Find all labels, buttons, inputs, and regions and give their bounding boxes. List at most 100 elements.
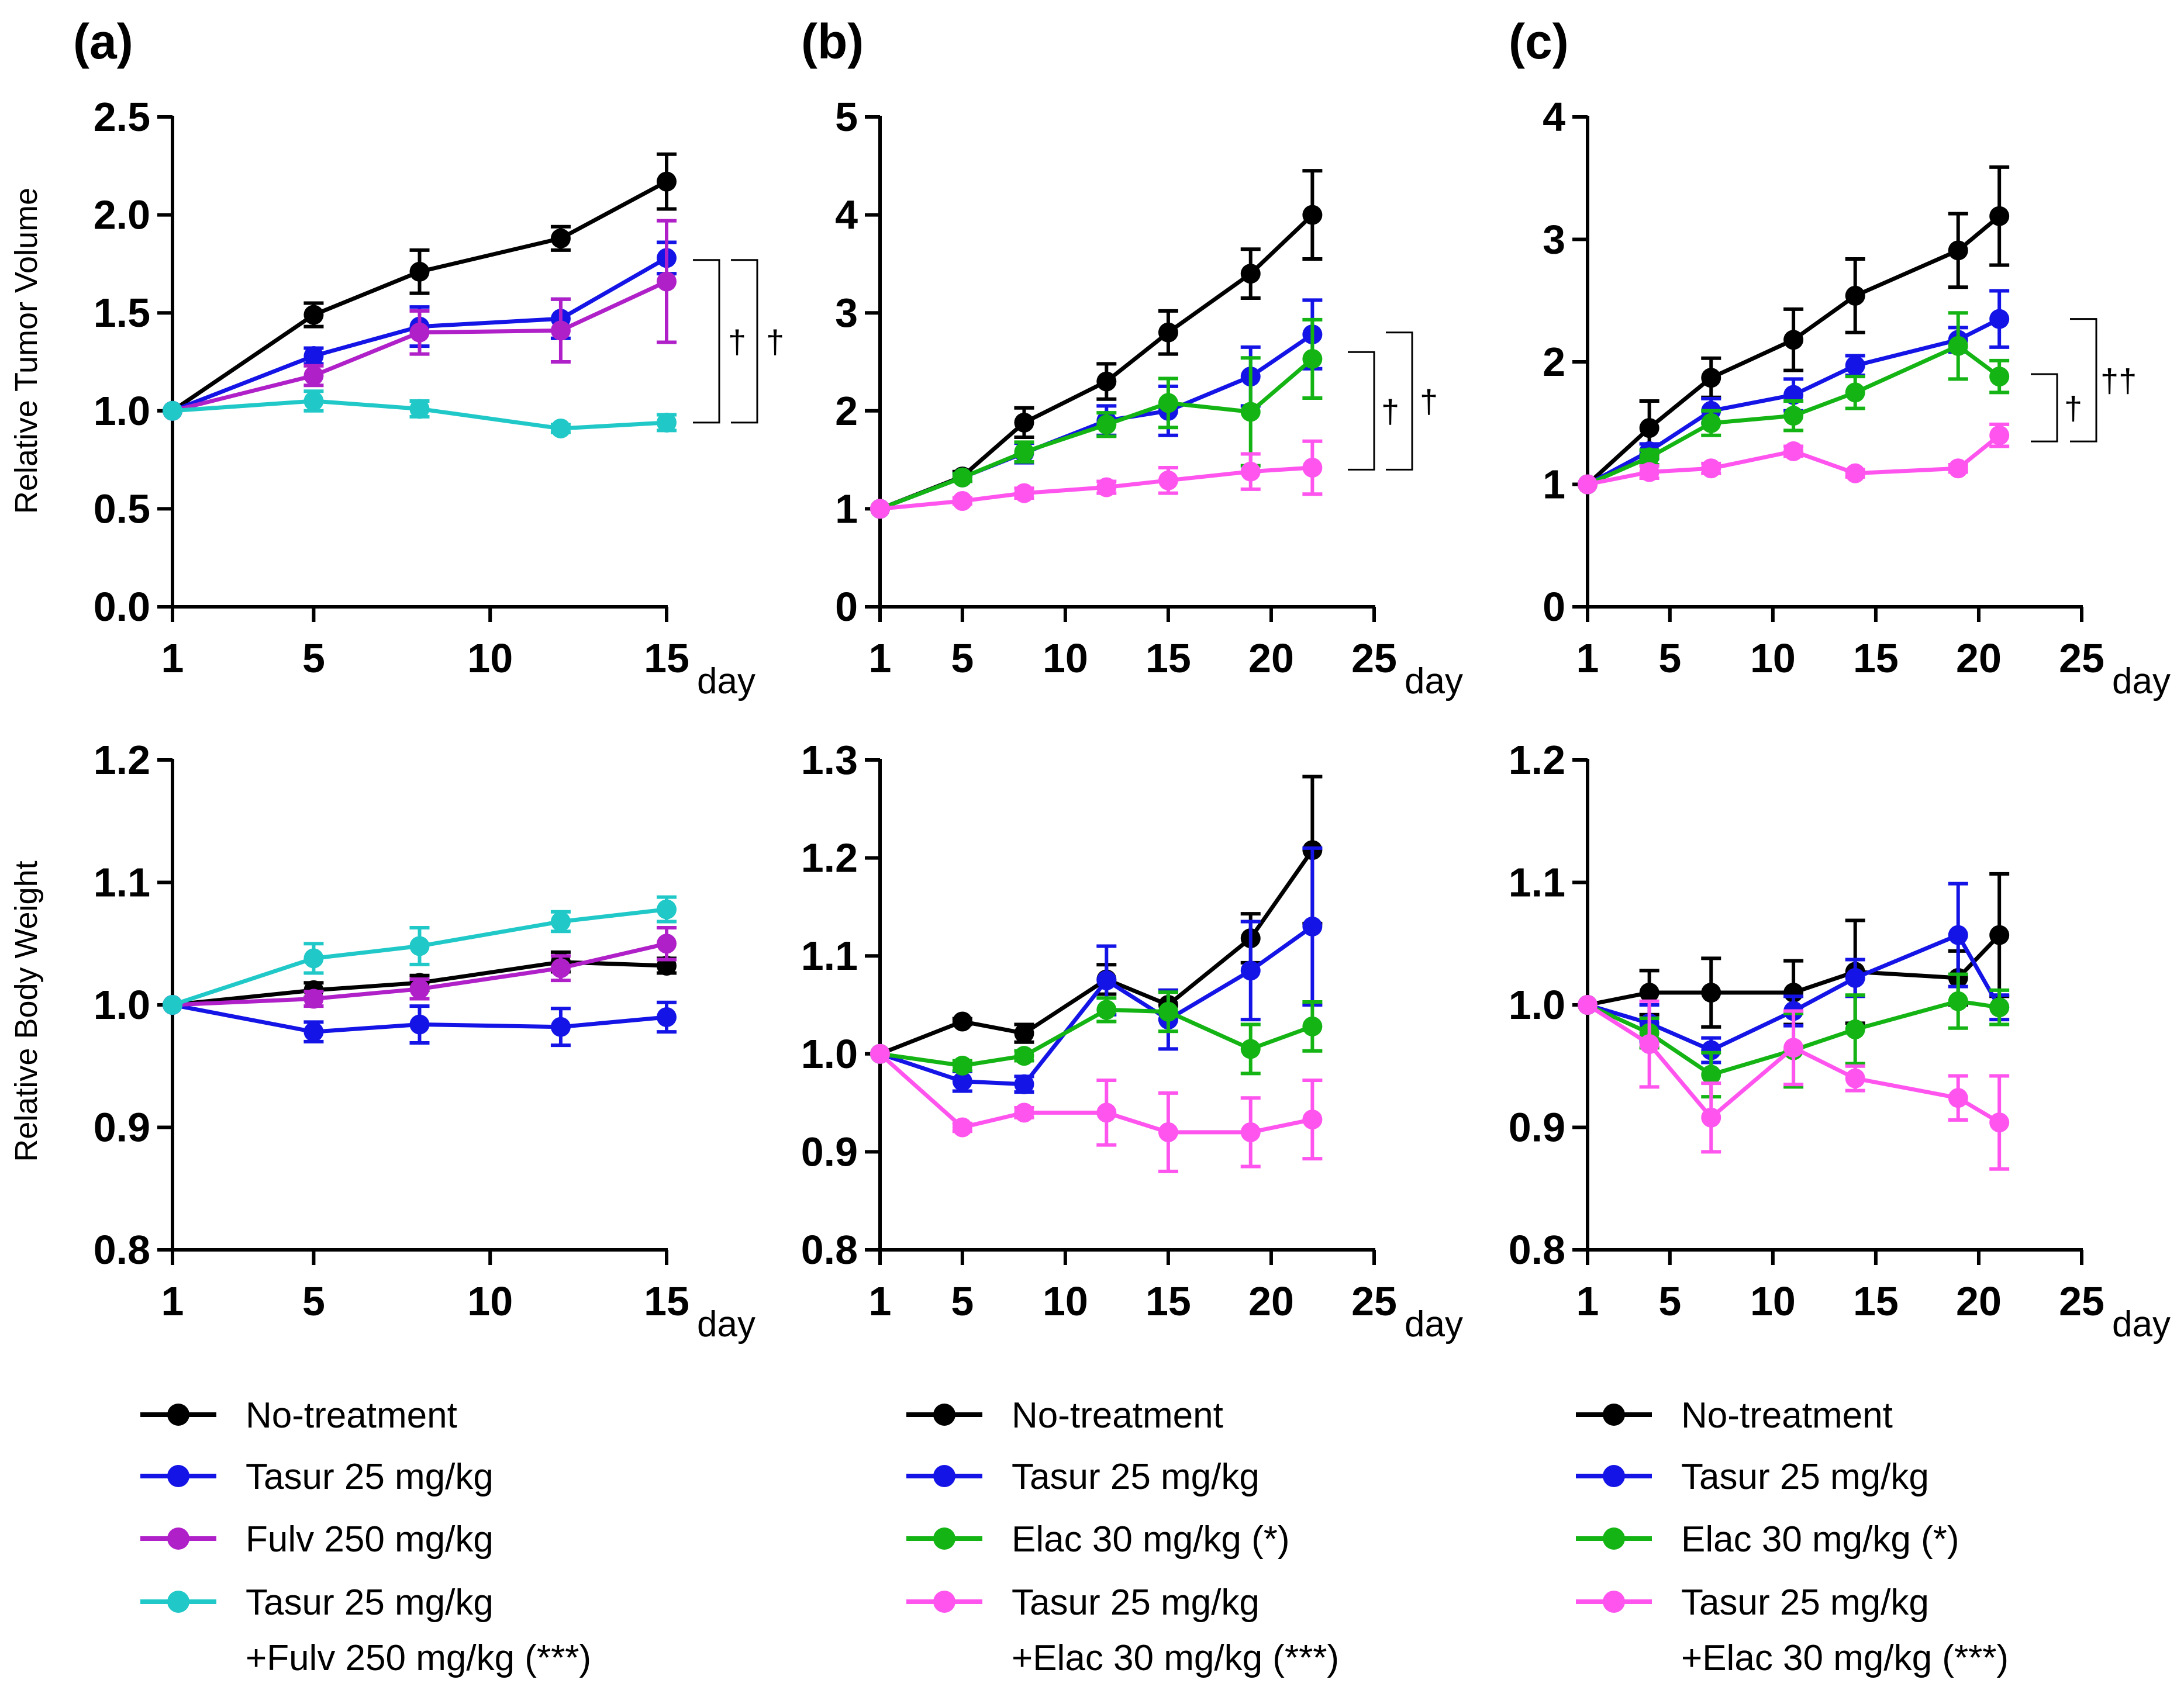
data-point [1701,1107,1721,1128]
legend-label: Tasur 25 mg/kg [1681,1457,1929,1497]
x-tick-label: 25 [2059,1278,2104,1324]
x-tick-label: 20 [1956,635,2002,681]
legend-label: Tasur 25 mg/kg [1681,1582,1929,1623]
x-tick-label: 25 [2059,635,2104,681]
data-point [657,1007,677,1027]
legend-entry: Tasur 25 mg/kg [1576,1457,1929,1497]
data-point [1948,1088,1968,1108]
data-point [1014,483,1034,503]
x-tick-label: 15 [1146,1278,1191,1324]
significance-dagger: † [1420,383,1438,420]
significance-bracket [693,259,720,424]
y-tick-label: 1.1 [94,860,150,906]
legend-marker [167,1527,189,1550]
data-point [1302,205,1323,225]
x-tick-label: 5 [1658,635,1681,681]
series-1 [163,152,677,421]
data-point [1158,1001,1178,1022]
significance-dagger: † [2064,390,2082,427]
ylabel-tumor-volume: Relative Tumor Volume [9,188,44,514]
data-point [1701,458,1721,479]
y-tick-label: 2 [1543,339,1565,385]
legend-entry: Tasur 25 mg/kg [906,1457,1260,1497]
x-tick-label: 1 [1576,1278,1599,1324]
data-point [657,271,677,292]
legend-entry: Tasur 25 mg/kg [140,1457,494,1497]
series-3 [870,990,1323,1076]
legend-label: Tasur 25 mg/kg [1012,1457,1260,1497]
series-4 [1578,422,2010,495]
x-tick-label: 5 [302,1278,325,1324]
legend-marker [933,1527,955,1550]
y-tick-label: 1.0 [94,388,150,434]
data-point [1014,1046,1034,1066]
y-tick-label: 1.1 [1509,860,1565,906]
data-point [1096,1103,1117,1123]
panel-label-a: (a) [73,14,133,69]
data-point [1014,1023,1034,1043]
x-tick-label: 10 [467,1278,513,1324]
data-point [1701,368,1721,388]
data-point [1845,463,1865,483]
y-tick-label: 1.0 [1509,982,1565,1028]
data-point [1948,991,1968,1011]
data-point [1948,458,1968,479]
legend-entry: Elac 30 mg/kg (*) [906,1519,1290,1560]
x-tick-label: 15 [1853,1278,1899,1324]
data-point [1014,412,1034,433]
data-point [409,399,430,419]
x-tick-label: 15 [644,635,689,681]
data-point [1989,367,2010,387]
x-tick-label: 15 [644,1278,689,1324]
x-axis-label: day [1405,661,1463,701]
x-tick-label: 1 [161,1278,184,1324]
x-tick-label: 20 [1248,1278,1294,1324]
data-point [1989,997,2010,1018]
data-point [952,490,972,511]
data-point [303,1022,324,1042]
x-tick-label: 1 [1576,635,1599,681]
data-point [1578,995,1598,1015]
series-4 [870,1043,1323,1173]
y-tick-label: 0.9 [94,1105,150,1150]
legend-marker [933,1465,955,1487]
series-3 [870,317,1323,519]
y-tick-label: 0.8 [94,1227,150,1273]
data-point [1783,1038,1804,1058]
x-axis-label: day [697,661,755,701]
legend-entry: Tasur 25 mg/kg +Elac 30 mg/kg (***) [906,1582,1339,1678]
legend-label: No-treatment [1681,1395,1893,1436]
legend-label: +Elac 30 mg/kg (***) [1681,1638,2009,1678]
data-point [303,345,324,366]
data-point [163,995,182,1015]
legend-marker [1603,1465,1625,1487]
panel-label-c: (c) [1509,14,1569,69]
x-tick-label: 10 [1043,635,1088,681]
series-line [879,925,1314,1087]
data-point [1096,477,1117,497]
x-tick-label: 10 [1750,1278,1796,1324]
legend-label: Tasur 25 mg/kg [1012,1582,1260,1623]
y-tick-label: 2 [835,388,858,434]
series-line [171,179,668,413]
data-point [1639,447,1659,468]
data-point [1948,336,1968,356]
data-point [1783,406,1804,426]
x-tick-label: 15 [1853,635,1899,681]
data-point [1845,1068,1865,1088]
data-point [1014,442,1034,462]
legend-entry: Fulv 250 mg/kg [140,1519,494,1560]
y-tick-label: 1.2 [801,835,858,881]
legend-entry: Elac 30 mg/kg (*) [1576,1519,1959,1560]
legend-label: +Fulv 250 mg/kg (***) [246,1638,591,1678]
x-tick-label: 25 [1351,635,1397,681]
data-point [1240,960,1261,981]
x-tick-label: 20 [1248,635,1294,681]
y-tick-label: 1.1 [801,933,858,979]
data-point [1096,371,1117,392]
data-point [550,228,571,248]
